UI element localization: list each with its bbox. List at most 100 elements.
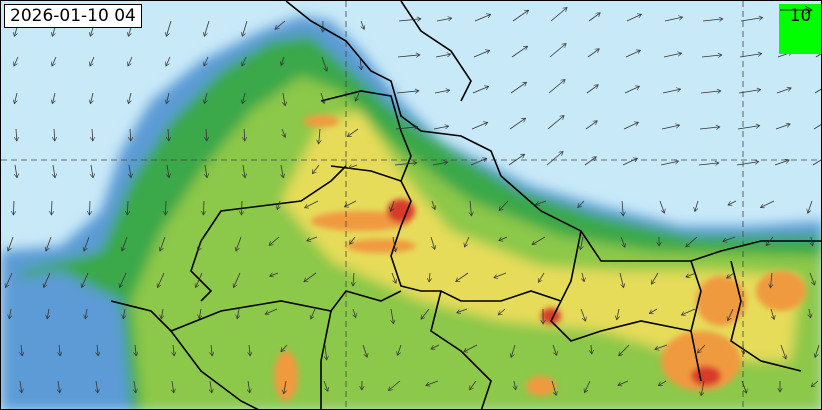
wind-arrow-icon <box>429 272 430 282</box>
wind-arrow-icon <box>737 126 760 130</box>
wind-arrow-icon <box>474 14 491 22</box>
wind-arrow-icon <box>659 200 664 213</box>
wind-arrow-icon <box>236 236 242 251</box>
wind-arrow-icon <box>618 380 629 385</box>
wind-arrow-icon <box>700 91 721 93</box>
wind-arrow-icon <box>320 92 324 104</box>
wind-arrow-icon <box>392 236 396 252</box>
wind-arrow-icon <box>388 380 401 391</box>
wind-arrow-icon <box>89 200 90 215</box>
wind-arrow-icon <box>248 380 250 393</box>
wind-arrow-icon <box>312 164 320 174</box>
wind-arrow-icon <box>743 344 744 354</box>
wind-arrow-icon <box>508 154 525 166</box>
wind-arrow-icon <box>270 273 279 276</box>
wind-arrow-icon <box>761 200 775 208</box>
wind-arrow-icon <box>319 128 320 144</box>
wind-arrow-icon <box>775 124 790 130</box>
wind-arrow-icon <box>809 272 815 285</box>
wind-arrow-icon <box>242 92 245 104</box>
wind-arrow-icon <box>464 344 478 352</box>
wind-arrow-icon <box>391 308 394 324</box>
wind-arrow-icon <box>436 18 452 22</box>
wind-arrow-icon <box>650 272 659 284</box>
wind-arrow-icon <box>16 128 17 141</box>
wind-arrow-icon <box>552 344 557 355</box>
wind-arrow-icon <box>727 272 735 278</box>
wind-arrow-icon <box>196 272 203 288</box>
wind-arrow-icon <box>808 200 813 213</box>
wind-arrow-icon <box>622 200 623 216</box>
wind-arrow-icon <box>430 236 435 249</box>
wind-arrow-icon <box>14 56 19 66</box>
wind-arrow-icon <box>173 344 174 356</box>
wind-arrow-icon <box>167 164 169 178</box>
wind-arrow-icon <box>275 20 286 29</box>
wind-arrow-icon <box>741 380 747 393</box>
wind-arrow-icon <box>397 55 420 57</box>
wind-arrow-icon <box>587 49 599 58</box>
wind-arrow-icon <box>626 14 642 22</box>
wind-arrow-icon <box>625 50 641 58</box>
wind-arrow-icon <box>499 200 509 211</box>
wind-arrow-icon <box>584 380 591 393</box>
wind-arrow-icon <box>433 126 449 130</box>
wind-arrow-icon <box>622 158 638 166</box>
wind-arrow-icon <box>811 380 819 387</box>
wind-arrow-icon <box>91 164 93 178</box>
wind-arrow-icon <box>537 272 545 282</box>
wind-arrow-icon <box>591 344 592 354</box>
wind-arrow-icon <box>580 308 586 321</box>
wind-arrow-icon <box>311 308 316 319</box>
wind-arrow-icon <box>809 308 811 318</box>
wind-arrow-icon <box>766 236 774 246</box>
wind-arrow-icon <box>249 344 250 356</box>
wind-arrow-icon <box>780 344 786 359</box>
wind-arrow-icon <box>21 344 22 356</box>
wind-arrow-icon <box>269 236 280 245</box>
wind-arrow-icon <box>242 56 247 66</box>
wind-arrow-icon <box>681 308 696 315</box>
wind-arrow-icon <box>52 92 55 104</box>
wind-arrow-icon <box>435 54 451 58</box>
wind-arrow-icon <box>701 55 722 57</box>
wind-arrow-icon <box>211 344 212 356</box>
wind-arrow-icon <box>128 56 133 66</box>
wind-arrow-icon <box>129 164 131 178</box>
wind-arrow-icon <box>204 20 210 36</box>
wind-arrow-icon <box>281 344 288 352</box>
wind-arrow-icon <box>15 164 17 178</box>
wind-arrow-icon <box>623 122 639 130</box>
wind-arrow-icon <box>457 308 468 313</box>
wind-arrow-icon <box>96 380 98 393</box>
wind-arrow-icon <box>172 380 174 393</box>
wind-arrow-icon <box>698 163 719 165</box>
wind-arrow-icon <box>6 272 13 288</box>
wind-arrow-icon <box>701 380 705 396</box>
wind-arrow-icon <box>323 380 328 391</box>
wind-arrow-icon <box>617 308 619 320</box>
wind-arrow-icon <box>514 380 516 390</box>
wind-arrow-icon <box>739 54 762 58</box>
wind-arrow-icon <box>814 88 821 94</box>
wind-arrow-icon <box>471 122 488 130</box>
wind-arrow-icon <box>511 344 516 357</box>
wind-arrow-icon <box>494 272 507 278</box>
wind-arrow-icon <box>265 308 278 314</box>
wind-arrow-icon <box>815 53 821 58</box>
wind-arrow-icon <box>551 380 556 395</box>
wind-arrow-icon <box>14 92 17 104</box>
wind-arrow-icon <box>166 20 172 36</box>
wind-arrow-icon <box>770 308 774 320</box>
wind-arrow-icon <box>548 80 565 94</box>
wind-arrow-icon <box>128 92 131 104</box>
wind-arrow-icon <box>122 236 128 251</box>
wind-arrow-icon <box>52 56 57 66</box>
wind-arrow-icon <box>509 118 526 130</box>
wind-arrow-icon <box>695 200 699 212</box>
wind-arrow-icon <box>550 8 567 22</box>
wind-arrow-icon <box>353 272 354 286</box>
wind-arrow-icon <box>161 308 163 319</box>
